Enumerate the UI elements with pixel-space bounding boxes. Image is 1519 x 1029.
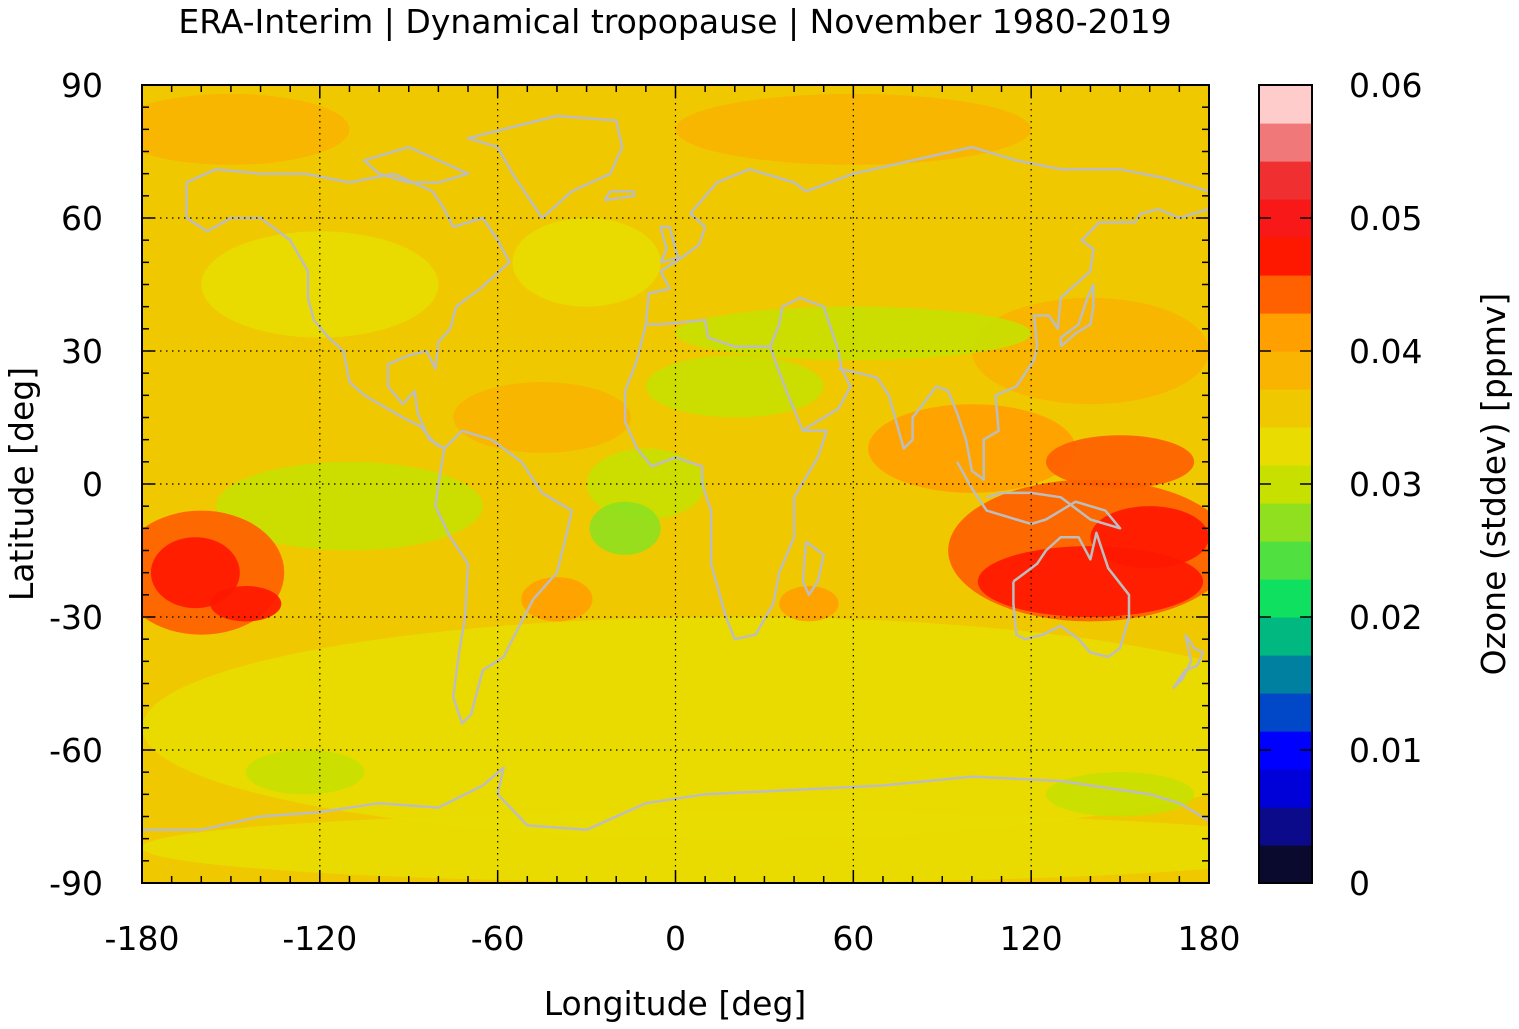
coastline [838,207,1210,481]
y-tick-label: -60 [49,731,103,770]
coastline [1059,283,1095,348]
field-region [142,93,350,165]
coastline [142,766,1210,832]
field-region [675,306,1032,360]
colorbar-tick-label: 0.06 [1349,66,1422,105]
colorbar-swatch [1259,275,1312,314]
coastline [623,318,828,641]
field-region [675,93,1032,165]
coastline [956,461,1122,530]
x-tick-labels: -180 -120 -60 0 60 120 180 [105,919,1241,958]
field-region [589,501,661,555]
colorbar-tick-label: 0.03 [1349,465,1422,504]
coastline [1172,634,1205,690]
colorbar-swatch [1259,389,1312,428]
field-region [1090,506,1209,569]
colorbar-swatch [1259,655,1312,694]
colorbar-swatch [1259,427,1312,466]
x-axis-label: Longitude [deg] [544,984,807,1023]
colorbar-swatch [1259,807,1312,846]
field-region [245,750,365,795]
y-tick-label: 0 [82,465,103,504]
field-region [521,577,593,622]
colorbar-swatch [1259,85,1312,124]
x-tick-label: -180 [105,919,180,958]
colorbar-tick-label: 0 [1349,864,1370,903]
colorbar-swatch [1259,313,1312,352]
colorbar-tick-label: 0.04 [1349,332,1422,371]
colorbar-label: Ozone (stddev) [ppmv] [1474,293,1513,676]
chart-title: ERA-Interim | Dynamical tropopause | Nov… [178,2,1171,41]
colorbar-swatch [1259,123,1312,162]
field-region [216,461,483,551]
coastline [466,114,624,219]
colorbar-swatch [1259,579,1312,618]
field-region [150,537,240,609]
field-region [868,404,1076,493]
field-region [1045,772,1195,817]
x-tick-label: 180 [1178,919,1241,958]
y-tick-labels: -90 -60 -30 0 30 60 90 [49,66,103,903]
field-region [210,585,282,622]
colorbar-swatch [1259,351,1312,390]
colorbar-swatch [1259,161,1312,200]
x-tick-label: 0 [665,919,686,958]
x-tick-label: -120 [282,919,357,958]
colorbar-tick-label: 0.02 [1349,598,1422,637]
colorbar-tick-labels: 0 0.01 0.02 0.03 0.04 0.05 0.06 [1259,66,1422,903]
grid-lines [142,85,1209,883]
plot-frame [141,84,1210,884]
coastline [363,145,470,184]
y-tick-label: 30 [61,332,103,371]
x-tick-label: -60 [471,919,525,958]
coastline [801,540,825,597]
colorbar-swatch [1259,845,1312,884]
field-region [779,585,839,622]
field-region [453,382,632,453]
y-tick-label: -30 [49,598,103,637]
colorbar-swatch [1259,503,1312,542]
colorbar-swatch [1259,237,1312,276]
coastlines [142,114,1210,832]
field-region [512,218,661,307]
coastline [185,167,511,450]
colorbar-tick-label: 0.05 [1349,199,1422,238]
coastline [644,145,1210,325]
coastline [603,190,636,202]
field-region [1045,435,1195,489]
y-tick-label: 90 [61,66,103,105]
y-tick-label: 60 [61,199,103,238]
colorbar-swatch [1259,617,1312,656]
colorbar-tick-label: 0.01 [1349,731,1422,770]
x-tick-label: 120 [1000,919,1063,958]
coastline [659,225,680,264]
colorbar-swatch [1259,769,1312,808]
y-axis-label: Latitude [deg] [2,367,41,601]
colorbar-swatch [1259,541,1312,580]
field-region [645,355,824,418]
x-tick-label: 60 [832,919,874,958]
y-tick-label: -90 [49,864,103,903]
coastline [434,429,574,725]
colorbar-swatch [1259,693,1312,732]
field-region [586,448,706,520]
